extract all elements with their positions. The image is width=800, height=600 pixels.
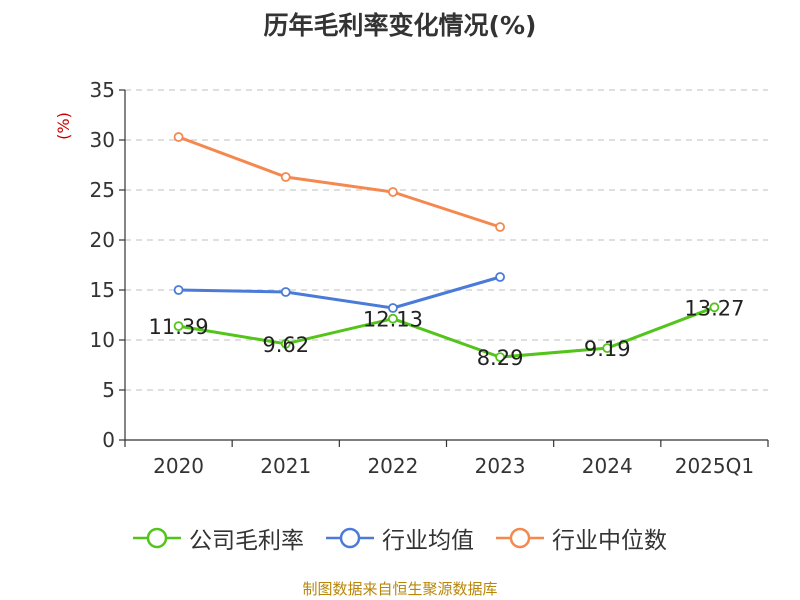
x-tick-label-2022: 2022 xyxy=(367,454,418,478)
series-1-point-2020 xyxy=(173,285,184,295)
series-2-point-2023 xyxy=(495,222,505,232)
y-tick-label-5: 5 xyxy=(102,378,115,402)
grid-layer xyxy=(125,89,768,391)
label-layer: 11.39 9.62 12.13 8.29 9.19 13.27 xyxy=(149,296,745,370)
legend-marker-icon xyxy=(133,527,181,549)
y-tick-label-0: 0 xyxy=(102,428,115,452)
data-label-2020: 11.39 xyxy=(149,315,209,339)
series-0-point-2021 xyxy=(280,338,291,349)
series-line-0 xyxy=(178,305,715,359)
series-1-point-2021 xyxy=(280,287,291,297)
series-1-point-2022 xyxy=(388,303,398,313)
series-layer xyxy=(173,132,720,363)
y-tick-label-25: 25 xyxy=(90,178,115,202)
series-2-point-2022 xyxy=(388,187,398,197)
y-tick-label-15: 15 xyxy=(90,278,115,302)
legend-item-2[interactable]: 行业中位数 xyxy=(496,521,667,555)
data-label-2024: 9.19 xyxy=(584,337,631,361)
series-2-point-2020 xyxy=(173,132,184,142)
series-0-point-2022 xyxy=(388,313,398,324)
legend-item-0[interactable]: 公司毛利率 xyxy=(133,521,304,555)
series-0-point-2024 xyxy=(602,343,613,354)
x-tick-label-2024: 2024 xyxy=(582,454,633,478)
y-tick-label-20: 20 xyxy=(90,228,115,252)
chart-title: 历年毛利率变化情况(%) xyxy=(263,11,537,40)
series-1-point-2023 xyxy=(495,272,505,282)
x-tick-label-2025Q1: 2025Q1 xyxy=(675,454,754,478)
series-line-2 xyxy=(178,135,501,229)
legend: 公司毛利率 行业均值 行业中位数 xyxy=(0,518,800,558)
y-tick-label-35: 35 xyxy=(90,78,115,102)
series-line-1 xyxy=(178,275,501,310)
y-axis-label: (%) xyxy=(54,112,73,140)
legend-marker-icon xyxy=(496,527,544,549)
data-label-2021: 9.62 xyxy=(262,333,309,357)
series-0-point-2020 xyxy=(173,321,184,332)
legend-label: 行业均值 xyxy=(382,528,474,554)
legend-item-1[interactable]: 行业均值 xyxy=(326,521,474,555)
data-label-2022: 12.13 xyxy=(363,308,423,332)
x-tick-label-2021: 2021 xyxy=(260,454,311,478)
y-tick-label-10: 10 xyxy=(90,328,115,352)
x-tick-label-2023: 2023 xyxy=(475,454,526,478)
series-2-point-2021 xyxy=(280,172,291,182)
y-tick-label-30: 30 xyxy=(90,128,115,152)
series-0-point-2023 xyxy=(495,352,505,363)
series-0-point-2025Q1 xyxy=(709,302,720,313)
legend-marker-icon xyxy=(326,527,374,549)
axis-layer: 0 5 10 15 20 25 30 35 2020 2021 2022 2023 2024 2025Q1… xyxy=(54,78,769,478)
legend-label: 行业中位数 xyxy=(552,528,667,554)
source-note: 制图数据来自恒生聚源数据库 xyxy=(302,580,498,598)
data-label-2023: 8.29 xyxy=(477,346,524,370)
data-label-2025Q1: 13.27 xyxy=(684,296,744,320)
x-tick-label-2020: 2020 xyxy=(153,454,204,478)
legend-label: 公司毛利率 xyxy=(189,528,304,554)
